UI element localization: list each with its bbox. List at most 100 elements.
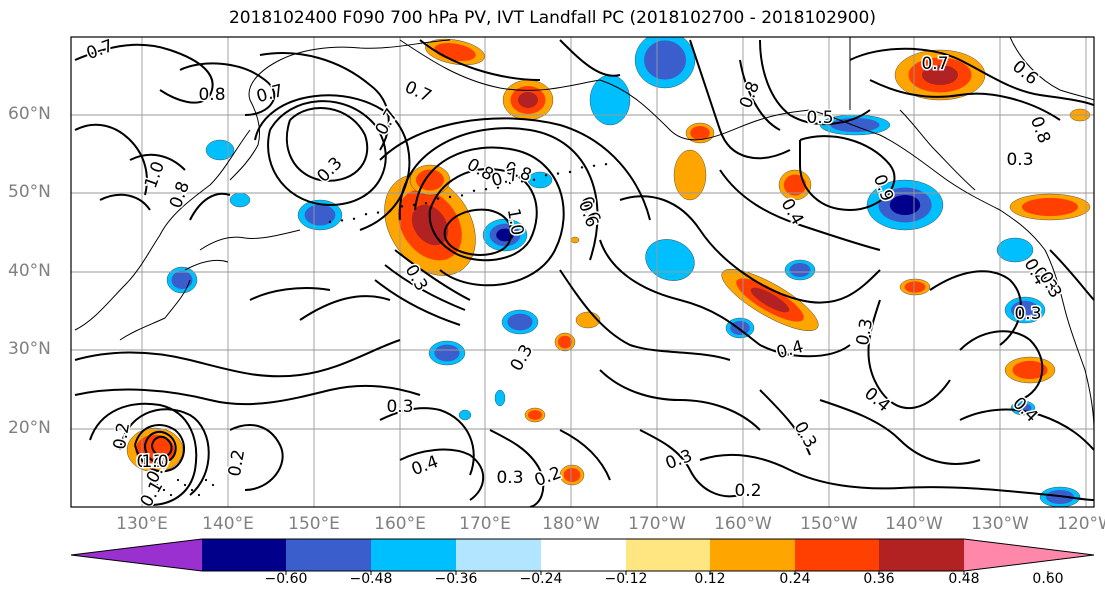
pv-positive-anomaly — [904, 281, 926, 293]
lon-tick-label: 140°E — [202, 514, 254, 534]
contour-label: 0.2 — [110, 421, 134, 451]
gridlines — [71, 37, 1094, 507]
coastline — [184, 259, 229, 271]
ivt-contour — [639, 429, 741, 498]
pv-negative-anomaly — [645, 239, 695, 281]
pv-positive-anomaly — [558, 335, 572, 349]
contour-label: 0.2 — [734, 481, 761, 501]
ivt-contour — [428, 168, 538, 262]
ivt-contour — [959, 408, 1094, 451]
ivt-contour — [374, 279, 461, 326]
ivt-contour — [134, 424, 185, 473]
ivt-contour — [1049, 249, 1094, 301]
ivt-contour — [74, 339, 401, 378]
coastline — [809, 109, 1001, 211]
island — [162, 488, 166, 492]
ivt-contour — [869, 79, 1061, 121]
ivt-contour — [819, 399, 981, 465]
lat-tick-label: 20°N — [8, 418, 51, 438]
ivt-contour — [619, 195, 881, 304]
coastline — [399, 39, 601, 91]
island — [169, 493, 173, 497]
ivt-contour — [419, 39, 541, 81]
pv-negative-anomaly — [496, 228, 514, 242]
ivt-contour — [151, 435, 173, 458]
ivt-contour — [267, 100, 387, 207]
colorbar-segment — [202, 539, 286, 571]
colorbar-tick-label: −0.60 — [264, 571, 308, 587]
coastline — [999, 209, 1086, 371]
contour-label: 0.3 — [136, 452, 163, 472]
lon-tick-label: 130°W — [971, 514, 1029, 534]
ivt-contour — [559, 429, 611, 481]
island — [148, 478, 152, 482]
ivt-contour — [254, 94, 411, 231]
pv-positive-anomaly — [690, 126, 710, 140]
island — [448, 195, 452, 199]
ivt-contour — [144, 430, 177, 464]
island — [190, 488, 194, 492]
island — [400, 205, 404, 208]
ivt-contour — [379, 407, 475, 476]
colorbar-tick-label: 0.12 — [694, 571, 726, 587]
pv-negative-anomaly — [434, 344, 460, 362]
pv-positive-anomaly — [528, 410, 542, 420]
ivt-contour — [74, 43, 214, 104]
colorbar-segment — [879, 539, 964, 571]
island — [197, 493, 201, 497]
map-title: 2018102400 F090 700 hPa PV, IVT Landfall… — [228, 8, 876, 28]
ivt-contour — [739, 59, 781, 131]
island — [340, 219, 344, 222]
pv-negative-anomaly — [889, 195, 921, 215]
pv-negative-anomaly — [171, 270, 193, 290]
contour-label: 0.3 — [496, 468, 523, 488]
ivt-contour — [259, 52, 390, 151]
ivt-contour-lines — [74, 39, 1094, 507]
ivt-contour — [443, 208, 513, 256]
ivt-contour — [559, 269, 731, 361]
island — [328, 220, 332, 224]
contour-label: 0.2 — [225, 448, 249, 478]
lat-tick-label: 30°N — [8, 339, 51, 359]
colorbar-segment — [456, 539, 541, 571]
island — [436, 197, 440, 200]
contour-label: 0.7 — [921, 54, 948, 74]
lon-tick-label: 160°W — [714, 514, 772, 534]
pv-positive-anomaly — [518, 92, 538, 108]
colorbar-tick-label: 0.60 — [1032, 571, 1064, 587]
lon-tick-label: 150°E — [288, 514, 340, 534]
island — [568, 170, 572, 174]
island — [364, 213, 368, 216]
ivt-contour — [759, 389, 811, 456]
contour-label: 0.3 — [1006, 150, 1033, 170]
ivt-contour — [799, 135, 896, 212]
island — [544, 174, 548, 177]
colorbar-tick-label: 0.48 — [948, 571, 980, 587]
island — [376, 211, 380, 214]
island — [460, 194, 464, 197]
ivt-contour — [398, 127, 599, 261]
coastline — [599, 79, 811, 141]
island — [496, 186, 500, 189]
pv-negative-anomaly — [458, 409, 472, 421]
pv-positive-anomaly — [750, 287, 790, 313]
pv-negative-anomaly — [304, 204, 336, 226]
pv-negative-anomaly — [789, 263, 811, 277]
lon-tick-label: 170°W — [628, 514, 686, 534]
island — [592, 164, 596, 167]
lon-tick-label: 140°W — [885, 514, 943, 534]
ivt-contour — [299, 295, 391, 321]
ivt-contour — [689, 39, 791, 160]
ivt-contour — [489, 429, 545, 507]
pv-positive-anomaly — [1022, 197, 1078, 217]
contour-label: 0.8 — [198, 85, 225, 105]
colorbar-tick-label: 0.36 — [863, 571, 895, 587]
pv-positive-anomaly — [922, 65, 958, 85]
contour-label: 0.3 — [386, 397, 413, 417]
map-frame — [70, 36, 1095, 508]
colorbar-segment — [626, 539, 710, 571]
island — [183, 483, 187, 487]
pv-positive-anomaly — [673, 149, 707, 201]
ivt-contour — [414, 146, 565, 287]
coastlines — [74, 37, 1094, 497]
